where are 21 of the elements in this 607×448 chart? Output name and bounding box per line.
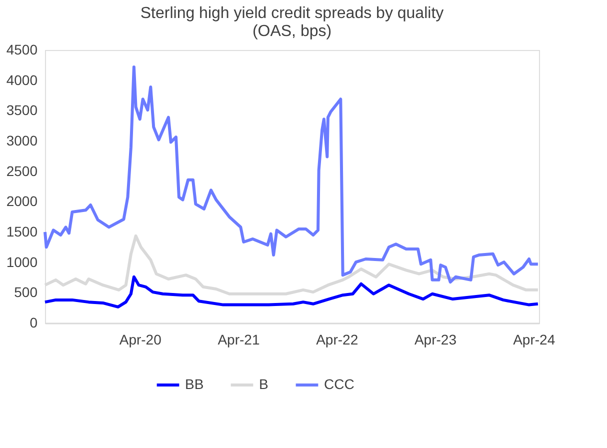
legend-label: BB xyxy=(185,376,204,392)
y-tick-label: 500 xyxy=(14,284,38,300)
x-tick-label: Apr-21 xyxy=(218,332,260,348)
x-tick-label: Apr-22 xyxy=(316,332,358,348)
y-tick-label: 3500 xyxy=(6,102,38,118)
line-series xyxy=(44,275,540,308)
line-series xyxy=(44,65,540,284)
x-tick-label: Apr-23 xyxy=(414,332,457,348)
y-tick-label: 4000 xyxy=(6,72,38,88)
x-tick-label: Apr-20 xyxy=(119,332,162,348)
y-tick-label: 2500 xyxy=(6,162,38,179)
legend-label: B xyxy=(259,376,268,392)
y-tick-label: 4500 xyxy=(6,42,38,58)
y-tick-label: 1000 xyxy=(6,254,38,270)
y-tick-label: 1500 xyxy=(6,224,38,240)
x-tick-label: Apr-24 xyxy=(513,332,556,348)
legend-label: CCC xyxy=(324,376,354,392)
y-tick-label: 0 xyxy=(30,314,38,330)
y-tick-label: 2000 xyxy=(6,193,38,210)
chart-title: Sterling high yield credit spreads by quality (OAS, bps) xyxy=(140,5,444,40)
y-tick-label: 3000 xyxy=(6,132,38,148)
